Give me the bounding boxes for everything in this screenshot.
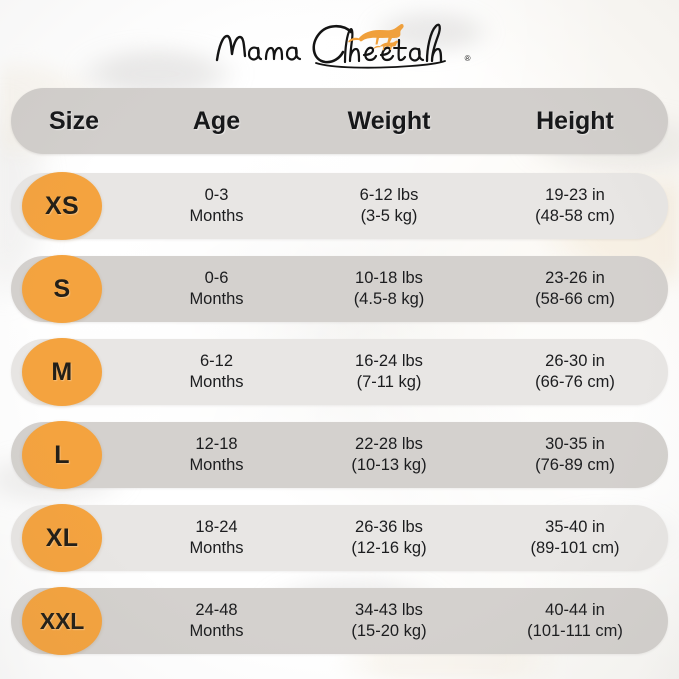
weight-kg: (4.5-8 kg) — [353, 290, 425, 308]
size-badge-label: M — [51, 357, 73, 386]
table-row: M 6-12 Months 16-24 lbs (7-11 kg) 26-30 … — [11, 338, 668, 406]
height-in: 26-30 in — [545, 351, 605, 370]
size-badge-cell: S — [11, 255, 137, 323]
weight-cell: 34-43 lbs (15-20 kg) — [296, 600, 482, 643]
registered-trademark-symbol: ® — [464, 54, 471, 63]
height-cell: 23-26 in (58-66 cm) — [482, 268, 668, 311]
weight-kg: (15-20 kg) — [351, 622, 427, 640]
age-unit: Months — [189, 290, 244, 308]
cheetah-with-cub-icon — [347, 23, 404, 51]
weight-lbs: 16-24 lbs — [355, 351, 423, 370]
age-unit: Months — [189, 373, 244, 391]
size-badge: XL — [22, 504, 102, 572]
age-unit: Months — [189, 207, 244, 225]
column-header-height: Height — [536, 106, 614, 135]
size-badge-label: S — [53, 274, 71, 303]
table-row: XL 18-24 Months 26-36 lbs (12-16 kg) 35-… — [11, 504, 668, 572]
size-badge-label: XXL — [39, 607, 85, 634]
weight-cell: 22-28 lbs (10-13 kg) — [296, 434, 482, 477]
age-unit: Months — [189, 622, 244, 640]
brand-logo: ® — [0, 14, 679, 76]
height-cell: 35-40 in (89-101 cm) — [482, 517, 668, 560]
height-cell: 30-35 in (76-89 cm) — [482, 434, 668, 477]
age-cell: 6-12 Months — [137, 351, 296, 394]
size-badge-cell: XL — [11, 504, 137, 572]
size-badge-cell: L — [11, 421, 137, 489]
weight-lbs: 10-18 lbs — [355, 268, 423, 287]
size-badge: L — [22, 421, 102, 489]
age-range: 0-3 — [204, 185, 229, 204]
table-row: XS 0-3 Months 6-12 lbs (3-5 kg) 19-23 in… — [11, 172, 668, 240]
size-badge-label: XS — [45, 191, 79, 220]
weight-lbs: 22-28 lbs — [355, 434, 423, 453]
brand-wordmark-icon — [215, 23, 446, 69]
age-range: 24-48 — [195, 600, 238, 619]
age-range: 18-24 — [195, 517, 238, 536]
table-header-row: Size Age Weight Height — [11, 88, 668, 154]
weight-cell: 10-18 lbs (4.5-8 kg) — [296, 268, 482, 311]
size-badge-cell: XXL — [11, 587, 137, 655]
age-cell: 18-24 Months — [137, 517, 296, 560]
column-header-age: Age — [192, 106, 241, 135]
size-chart-table: Size Age Weight Height XS 0-3 Months 6-1… — [11, 88, 668, 655]
size-badge-label: XL — [45, 523, 79, 552]
age-range: 6-12 — [199, 351, 234, 370]
weight-cell: 26-36 lbs (12-16 kg) — [296, 517, 482, 560]
height-cm: (101-111 cm) — [527, 622, 623, 640]
weight-kg: (7-11 kg) — [356, 373, 422, 391]
height-cm: (48-58 cm) — [535, 207, 615, 225]
column-header-size: Size — [48, 106, 100, 135]
size-badge-cell: XS — [11, 172, 137, 240]
table-row: XXL 24-48 Months 34-43 lbs (15-20 kg) 40… — [11, 587, 668, 655]
height-in: 19-23 in — [545, 185, 605, 204]
weight-lbs: 6-12 lbs — [359, 185, 419, 204]
age-range: 0-6 — [204, 268, 229, 287]
weight-kg: (12-16 kg) — [351, 539, 427, 557]
weight-kg: (3-5 kg) — [360, 207, 418, 225]
size-badge: XS — [22, 172, 102, 240]
height-cell: 40-44 in (101-111 cm) — [482, 600, 668, 643]
weight-kg: (10-13 kg) — [351, 456, 427, 474]
age-range: 12-18 — [195, 434, 238, 453]
age-cell: 0-6 Months — [137, 268, 296, 311]
weight-lbs: 34-43 lbs — [355, 600, 423, 619]
column-header-weight: Weight — [347, 106, 431, 135]
table-row: L 12-18 Months 22-28 lbs (10-13 kg) 30-3… — [11, 421, 668, 489]
size-badge: M — [22, 338, 102, 406]
height-cell: 19-23 in (48-58 cm) — [482, 185, 668, 228]
age-cell: 0-3 Months — [137, 185, 296, 228]
height-in: 35-40 in — [545, 517, 605, 536]
height-in: 23-26 in — [545, 268, 605, 287]
age-cell: 24-48 Months — [137, 600, 296, 643]
size-badge: XXL — [22, 587, 102, 655]
size-badge-label: L — [54, 440, 70, 469]
height-cm: (76-89 cm) — [535, 456, 615, 474]
height-cm: (58-66 cm) — [535, 290, 615, 308]
table-row: S 0-6 Months 10-18 lbs (4.5-8 kg) 23-26 … — [11, 255, 668, 323]
size-badge-cell: M — [11, 338, 137, 406]
height-in: 40-44 in — [545, 600, 605, 619]
height-in: 30-35 in — [545, 434, 605, 453]
weight-cell: 6-12 lbs (3-5 kg) — [296, 185, 482, 228]
age-cell: 12-18 Months — [137, 434, 296, 477]
weight-lbs: 26-36 lbs — [355, 517, 423, 536]
size-badge: S — [22, 255, 102, 323]
height-cm: (66-76 cm) — [535, 373, 615, 391]
age-unit: Months — [189, 456, 244, 474]
height-cm: (89-101 cm) — [530, 539, 620, 557]
age-unit: Months — [189, 539, 244, 557]
weight-cell: 16-24 lbs (7-11 kg) — [296, 351, 482, 394]
height-cell: 26-30 in (66-76 cm) — [482, 351, 668, 394]
